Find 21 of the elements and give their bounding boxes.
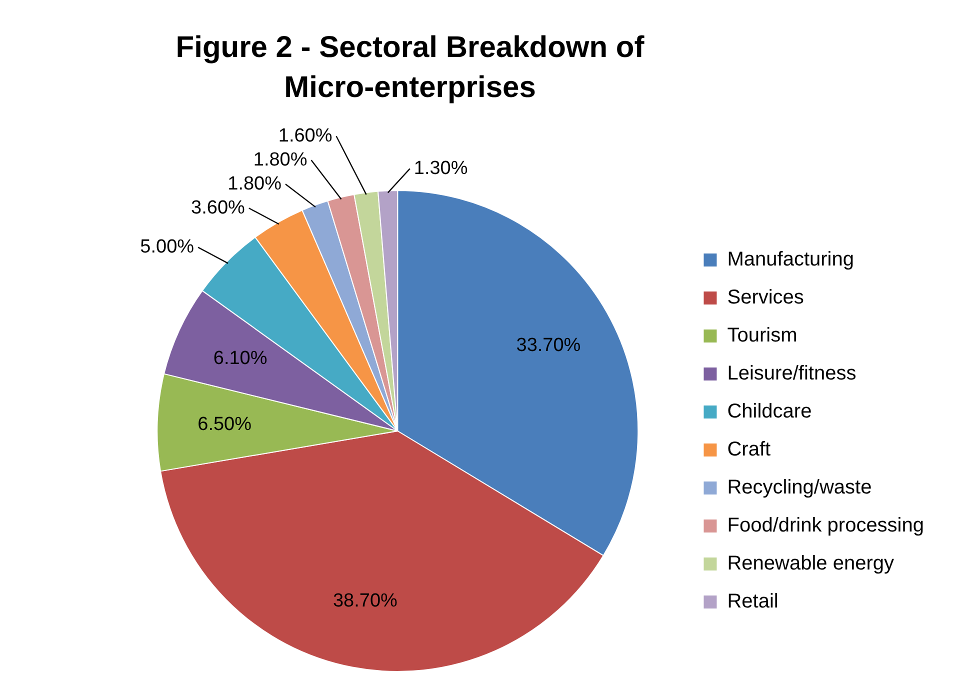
data-label: 38.70% <box>332 590 398 612</box>
data-label: 1.80% <box>253 149 308 170</box>
data-label: 6.50% <box>198 414 252 435</box>
legend-label: Tourism <box>727 324 798 347</box>
data-label: 33.70% <box>516 335 581 356</box>
data-label: 6.10% <box>213 348 268 369</box>
legend-label: Renewable energy <box>727 552 894 575</box>
data-label: 1.80% <box>228 173 282 194</box>
data-label: 5.00% <box>140 236 194 258</box>
legend-label: Recycling/waste <box>727 476 872 499</box>
data-label: 1.60% <box>278 125 332 146</box>
data-label: 1.30% <box>414 158 468 179</box>
chart-title: Figure 2 - Sectoral Breakdown of Micro-enterprises <box>174 30 646 106</box>
data-label: 3.60% <box>191 197 246 218</box>
legend-label: Food/drink processing <box>727 514 924 537</box>
legend-label: Leisure/fitness <box>727 362 856 385</box>
legend-label: Services <box>727 286 804 309</box>
legend-label: Craft <box>727 438 772 461</box>
legend-label: Manufacturing <box>727 248 854 271</box>
legend-label: Retail <box>727 590 778 613</box>
legend-label: Childcare <box>727 400 812 423</box>
